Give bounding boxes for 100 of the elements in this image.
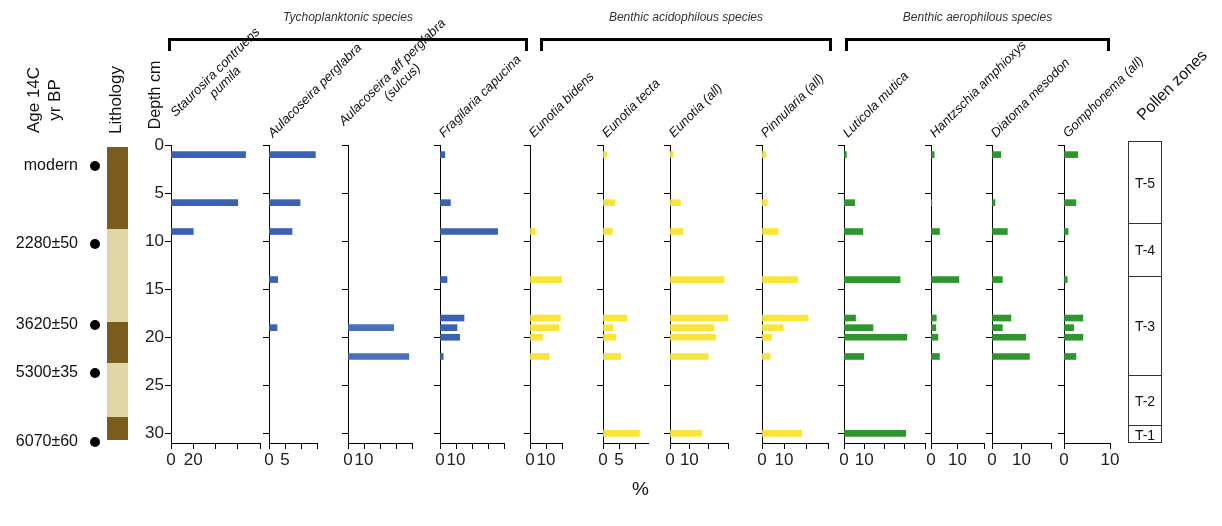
x-tick-label: 0 xyxy=(525,449,535,469)
bar xyxy=(762,276,798,283)
bar xyxy=(762,199,768,207)
bar xyxy=(844,151,847,158)
bar xyxy=(992,324,1003,331)
bar xyxy=(1064,333,1084,341)
x-axis-title: % xyxy=(631,478,650,500)
x-tick-label: 10 xyxy=(679,449,699,469)
bar xyxy=(670,199,681,207)
x-tick-label: 10 xyxy=(854,449,874,469)
bar xyxy=(844,430,907,437)
y-tick-label: 0 xyxy=(154,134,164,154)
bar xyxy=(931,228,940,235)
text: Benthic acidophilous species xyxy=(607,10,765,24)
bar xyxy=(269,151,316,158)
bar xyxy=(762,324,784,331)
bar xyxy=(171,199,239,207)
x-tick-label: 10 xyxy=(354,449,374,469)
bar xyxy=(1064,151,1079,158)
bar xyxy=(762,228,779,235)
bar xyxy=(844,353,865,360)
bar xyxy=(992,314,1012,322)
bar xyxy=(931,333,939,341)
bar xyxy=(931,353,940,360)
bar xyxy=(670,324,715,331)
y-tick-label: 30 xyxy=(145,423,164,443)
bar xyxy=(530,333,543,341)
bar xyxy=(931,276,960,283)
bar xyxy=(992,276,1003,283)
x-tick-label: 0 xyxy=(1059,449,1069,469)
x-tick-label: 0 xyxy=(926,449,936,469)
y-tick-label: 15 xyxy=(145,278,164,298)
bar xyxy=(844,314,856,322)
bar xyxy=(844,199,856,207)
y-tick-label: 20 xyxy=(145,326,164,346)
bar xyxy=(844,324,874,331)
bar xyxy=(530,276,562,283)
x-tick-label: 0 xyxy=(757,449,767,469)
x-tick-label: 5 xyxy=(280,449,290,469)
x-tick-label: 0 xyxy=(598,449,608,469)
text: 3620±50 xyxy=(15,315,78,333)
bar xyxy=(603,430,640,437)
bar xyxy=(670,276,725,283)
bar xyxy=(530,228,536,235)
bar xyxy=(603,353,622,360)
y-tick-label: 10 xyxy=(145,230,164,250)
bar xyxy=(530,353,550,360)
bar xyxy=(670,353,709,360)
bar xyxy=(171,228,194,235)
bar xyxy=(992,228,1008,235)
bar xyxy=(440,324,458,331)
x-tick-label: 0 xyxy=(665,449,675,469)
bar xyxy=(269,276,278,283)
y-axis-title: Depth cm xyxy=(146,60,163,130)
bar xyxy=(844,333,908,341)
bar xyxy=(603,199,615,207)
y-tick-label: 5 xyxy=(154,182,164,202)
bar xyxy=(670,333,716,341)
bar xyxy=(844,228,864,235)
bar xyxy=(440,333,461,341)
text: 5300±35 xyxy=(15,363,78,381)
bar xyxy=(1064,324,1074,331)
x-tick-label: 10 xyxy=(536,449,556,469)
x-tick-label: 10 xyxy=(446,449,466,469)
bar xyxy=(844,276,901,283)
bar xyxy=(762,333,772,341)
bar xyxy=(440,199,451,207)
bar xyxy=(171,151,246,158)
bar xyxy=(992,151,1002,158)
bar xyxy=(1064,314,1084,322)
bar xyxy=(269,228,293,235)
y-tick-label: 25 xyxy=(145,375,164,395)
x-tick-label: 20 xyxy=(183,449,203,469)
bar xyxy=(440,353,444,360)
text: 6070±60 xyxy=(15,432,78,450)
text: Age 14C yr BP xyxy=(23,65,65,136)
x-tick-label: 0 xyxy=(839,449,849,469)
bar xyxy=(440,151,446,158)
bar xyxy=(603,151,607,158)
bar xyxy=(440,276,448,283)
text: modern xyxy=(23,156,78,174)
x-tick-label: 10 xyxy=(1012,449,1031,469)
bar xyxy=(269,199,301,207)
bar xyxy=(670,228,684,235)
x-tick-label: 5 xyxy=(614,449,624,469)
bar xyxy=(1064,228,1069,235)
bar xyxy=(603,333,617,341)
x-tick-label: 0 xyxy=(264,449,274,469)
text: Lithology xyxy=(106,64,126,137)
bar xyxy=(670,314,728,322)
bar xyxy=(992,199,996,207)
zone-column: T-5 T-4 T-3 T-2 T-1 xyxy=(1128,141,1162,443)
x-tick-label: 0 xyxy=(435,449,445,469)
bar xyxy=(269,324,278,331)
bar xyxy=(440,228,498,235)
bar xyxy=(992,333,1026,341)
bar xyxy=(1064,353,1077,360)
bar xyxy=(603,228,613,235)
bar xyxy=(931,324,937,331)
bar xyxy=(603,314,628,322)
